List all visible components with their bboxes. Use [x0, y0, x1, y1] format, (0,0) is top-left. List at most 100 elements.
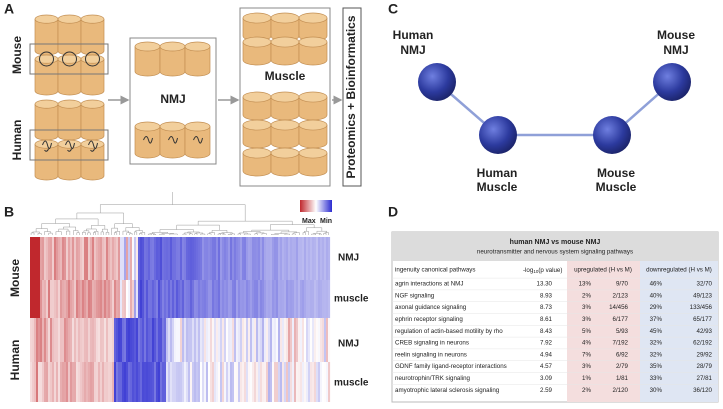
heat-cell	[140, 237, 143, 280]
table-cell: 3%	[582, 363, 591, 370]
heat-cell	[300, 362, 303, 402]
heat-cell	[202, 237, 205, 280]
heat-cell	[120, 362, 123, 402]
heat-cell	[162, 280, 165, 318]
heat-cell	[238, 318, 241, 362]
heat-cell	[100, 362, 103, 402]
node-label: NMJ	[663, 43, 688, 57]
heat-cell	[314, 237, 317, 280]
heat-cell	[316, 280, 319, 318]
cylinder-top	[134, 41, 161, 52]
heat-cell	[84, 280, 87, 318]
heat-cell	[186, 280, 189, 318]
panel-label: A	[4, 1, 14, 17]
heat-cell	[294, 318, 297, 362]
heat-cell	[194, 237, 197, 280]
heat-cell	[290, 362, 293, 402]
heat-cell	[266, 318, 269, 362]
cylinder	[242, 153, 272, 177]
heat-cell	[176, 362, 179, 402]
heat-cell	[158, 362, 161, 402]
heat-cell	[144, 362, 147, 402]
heat-cell	[222, 237, 225, 280]
heat-cell	[132, 237, 135, 280]
heat-cell	[176, 237, 179, 280]
highlight	[29, 129, 109, 161]
heat-cell	[208, 237, 211, 280]
heat-cell	[142, 362, 145, 402]
heat-cell	[264, 237, 267, 280]
table-cell: 62/192	[693, 340, 712, 347]
heat-cell	[108, 362, 111, 402]
heat-cell	[38, 237, 41, 280]
heat-cell	[292, 280, 295, 318]
heat-cell	[326, 237, 329, 280]
heat-cell	[80, 280, 83, 318]
heat-cell	[224, 318, 227, 362]
heat-cell	[156, 280, 159, 318]
heat-cell	[228, 362, 231, 402]
heat-cell	[316, 318, 319, 362]
heat-cell	[200, 318, 203, 362]
heat-cell	[194, 318, 197, 362]
heat-cell	[258, 280, 261, 318]
heat-cell	[72, 318, 75, 362]
heat-cell	[176, 318, 179, 362]
heat-cell	[80, 318, 83, 362]
heat-cell	[98, 280, 101, 318]
heat-cell	[120, 280, 123, 318]
heat-cell	[214, 318, 217, 362]
network-edges	[436, 81, 673, 137]
heat-cell	[280, 318, 283, 362]
heat-cell	[170, 237, 173, 280]
heat-cell	[178, 280, 181, 318]
heat-cell	[216, 318, 219, 362]
node-label: Human	[477, 166, 518, 180]
heat-cell	[112, 280, 115, 318]
cylinder-top	[80, 139, 105, 149]
box-label: Muscle	[265, 69, 306, 83]
heat-cell	[218, 237, 221, 280]
heat-cell	[312, 280, 315, 318]
heat-cell	[134, 318, 137, 362]
heat-cell	[106, 362, 109, 402]
table-cell: 2/79	[616, 363, 629, 370]
heat-cell	[88, 237, 91, 280]
heat-cell	[62, 237, 65, 280]
heat-cell	[248, 362, 251, 402]
heat-cell	[164, 362, 167, 402]
heat-cell	[162, 362, 165, 402]
heat-cell	[122, 280, 125, 318]
heat-cell	[328, 280, 331, 318]
heat-cell	[268, 237, 271, 280]
heat-cell	[122, 362, 125, 402]
heat-cell	[82, 280, 85, 318]
heat-cell	[186, 318, 189, 362]
heat-cell	[202, 280, 205, 318]
heat-cell	[216, 362, 219, 402]
heat-cell	[278, 362, 281, 402]
heat-cell	[226, 237, 229, 280]
table-cell: 7/192	[613, 340, 629, 347]
heat-cell	[128, 237, 131, 280]
heat-cell	[62, 362, 65, 402]
heat-cell	[308, 280, 311, 318]
heat-cell	[94, 237, 97, 280]
heat-cell	[126, 280, 129, 318]
heat-cell	[192, 362, 195, 402]
table-cell: agrin interactions at NMJ	[395, 281, 463, 288]
cylinder	[134, 46, 161, 77]
heat-cell	[250, 280, 253, 318]
node	[593, 116, 631, 154]
cell-icon	[88, 140, 98, 152]
heat-cell	[298, 362, 301, 402]
heat-cell	[182, 237, 185, 280]
heat-cell	[316, 362, 319, 402]
heat-cell	[44, 237, 47, 280]
heat-cell	[50, 237, 53, 280]
table-cell: 8.73	[540, 304, 553, 311]
node-label: Muscle	[477, 180, 518, 194]
cylinder	[159, 126, 186, 159]
heat-cell	[130, 280, 133, 318]
heat-cell	[98, 237, 101, 280]
